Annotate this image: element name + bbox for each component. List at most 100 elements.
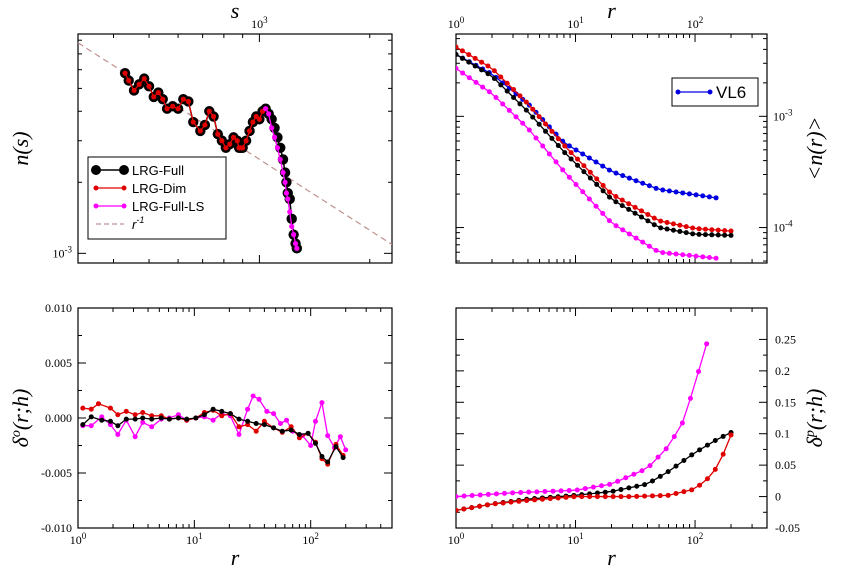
y-tick-label: 0: [775, 490, 781, 504]
data-point: [492, 501, 498, 507]
data-point: [666, 188, 672, 194]
y-tick-label: 0.010: [45, 301, 72, 315]
data-point: [498, 82, 504, 88]
data-point: [613, 170, 619, 176]
data-point: [575, 156, 581, 162]
x-tick-label: 103: [251, 15, 268, 31]
data-point: [201, 412, 207, 418]
data-point: [469, 505, 475, 511]
data-point: [632, 204, 638, 210]
series-line: [456, 67, 717, 259]
data-point: [681, 489, 687, 495]
x-tick-label: 100: [70, 531, 87, 547]
legend-marker: [121, 203, 127, 209]
data-point: [696, 368, 702, 374]
data-point: [610, 488, 616, 494]
data-point: [673, 189, 679, 195]
data-point: [184, 416, 190, 422]
plot-frame: [77, 33, 393, 264]
data-point: [599, 483, 605, 489]
data-point: [236, 424, 242, 430]
data-layer: [80, 393, 349, 467]
data-point: [294, 245, 300, 251]
data-point: [141, 76, 147, 82]
data-point: [619, 203, 625, 209]
data-point: [340, 455, 346, 461]
x-tick-label: 101: [567, 531, 584, 547]
data-point: [558, 488, 564, 494]
data-point: [456, 507, 459, 513]
data-point: [633, 178, 639, 184]
data-point: [620, 227, 626, 233]
data-point: [679, 420, 685, 426]
panel-n-r: 100 101 102 10-3 10-4 r <n(r)> VL6: [448, 0, 827, 264]
x-tick-label: 101: [567, 15, 584, 31]
data-point: [160, 96, 166, 102]
data-point: [594, 181, 600, 187]
data-point: [690, 225, 696, 231]
data-point: [185, 98, 191, 105]
data-point: [122, 70, 128, 76]
data-point: [282, 179, 288, 185]
legend-marker: [93, 203, 99, 209]
data-point: [511, 94, 517, 100]
data-point: [677, 222, 683, 228]
data-point: [728, 232, 734, 238]
data-point: [140, 415, 146, 421]
data-point: [312, 418, 318, 424]
data-point: [506, 107, 512, 113]
data-point: [693, 253, 699, 259]
data-point: [289, 223, 295, 230]
data-point: [526, 489, 532, 495]
data-point: [271, 134, 278, 140]
data-point: [663, 446, 669, 452]
data-point: [720, 433, 726, 439]
data-point: [586, 155, 592, 161]
data-point: [256, 396, 262, 402]
data-point: [473, 79, 479, 85]
data-point: [594, 494, 600, 500]
x-tick-label: 102: [687, 531, 704, 547]
data-point: [606, 189, 612, 195]
y-tick-label: 10-3: [773, 107, 793, 123]
data-point: [620, 173, 626, 179]
data-point: [619, 197, 625, 203]
data-point: [532, 497, 538, 503]
data-point: [219, 138, 225, 144]
data-point: [571, 494, 577, 500]
legend-label: VL6: [716, 83, 746, 102]
data-point: [291, 232, 297, 238]
data-point: [649, 478, 655, 484]
data-point: [704, 476, 710, 482]
data-point: [456, 65, 459, 71]
data-point: [639, 468, 645, 474]
data-point: [673, 251, 679, 257]
data-point: [702, 226, 708, 232]
data-point: [686, 191, 692, 197]
data-point: [513, 114, 519, 120]
data-point: [670, 221, 676, 227]
data-point: [115, 423, 121, 429]
data-point: [210, 406, 216, 412]
data-point: [709, 227, 715, 233]
data-point: [500, 101, 506, 107]
data-point: [227, 411, 233, 417]
data-point: [230, 134, 237, 140]
data-point: [149, 424, 155, 430]
series-line: [456, 431, 732, 512]
data-point: [720, 451, 726, 457]
y-tick-label: 0.05: [775, 458, 796, 472]
data-point: [504, 88, 510, 94]
data-point: [677, 228, 683, 234]
data-point: [574, 487, 580, 493]
data-point: [246, 128, 253, 134]
data-point: [155, 89, 161, 96]
data-layer: [456, 44, 734, 261]
data-point: [269, 125, 275, 131]
data-point: [713, 195, 719, 201]
data-point: [520, 120, 526, 126]
data-point: [618, 494, 624, 500]
data-point: [553, 159, 559, 165]
data-point: [587, 494, 593, 500]
data-point: [555, 143, 561, 149]
